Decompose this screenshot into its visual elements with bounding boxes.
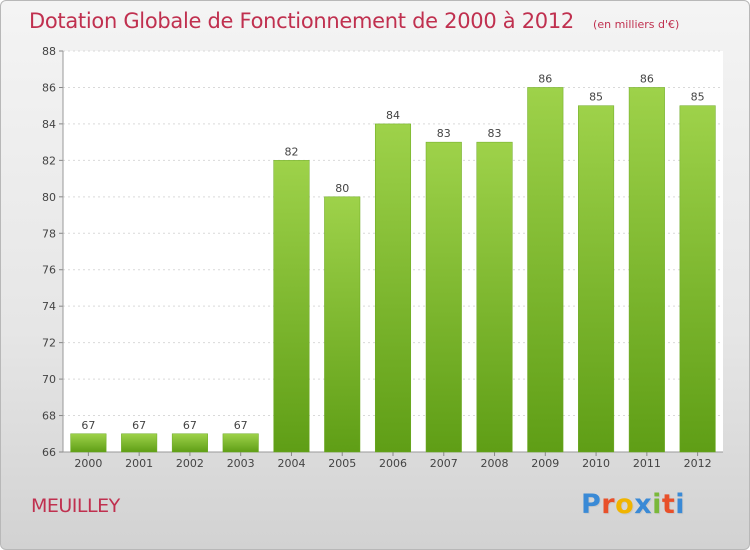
logo-letter: i xyxy=(675,489,686,520)
x-tick-label: 2000 xyxy=(74,457,102,470)
y-tick-label: 68 xyxy=(42,410,56,423)
x-tick-label: 2012 xyxy=(684,457,712,470)
proxiti-logo: Proxiti xyxy=(581,489,685,520)
y-tick-label: 78 xyxy=(42,227,56,240)
y-tick-label: 82 xyxy=(42,154,56,167)
data-label: 85 xyxy=(691,91,705,104)
logo-letter: P xyxy=(581,489,602,520)
bar xyxy=(273,160,310,453)
data-label: 86 xyxy=(640,72,654,85)
x-tick-label: 2002 xyxy=(176,457,204,470)
x-tick-label: 2005 xyxy=(328,457,356,470)
bar xyxy=(324,196,361,453)
y-tick-label: 80 xyxy=(42,191,56,204)
bar xyxy=(578,105,615,453)
data-label: 85 xyxy=(589,91,603,104)
y-tick-label: 74 xyxy=(42,300,56,313)
chart-title-block: Dotation Globale de Fonctionnement de 20… xyxy=(29,9,679,33)
bar xyxy=(121,433,158,453)
x-tick-label: 2003 xyxy=(227,457,255,470)
data-label: 67 xyxy=(234,419,248,432)
bar xyxy=(476,141,513,453)
bar xyxy=(222,433,259,453)
x-tick-label: 2001 xyxy=(125,457,153,470)
x-tick-label: 2004 xyxy=(277,457,305,470)
data-label: 80 xyxy=(335,182,349,195)
y-tick-label: 86 xyxy=(42,81,56,94)
data-label: 67 xyxy=(183,419,197,432)
chart-unit: (en milliers d'€) xyxy=(593,18,680,31)
data-label: 67 xyxy=(132,419,146,432)
y-tick-label: 66 xyxy=(42,446,56,459)
data-label: 82 xyxy=(284,145,298,158)
x-tick-label: 2011 xyxy=(633,457,661,470)
bar xyxy=(171,433,208,453)
bar xyxy=(374,123,412,453)
y-tick-label: 76 xyxy=(42,264,56,277)
logo-letter: t xyxy=(661,489,676,520)
x-tick-label: 2010 xyxy=(582,457,610,470)
data-label: 84 xyxy=(386,109,400,122)
logo-letter: i xyxy=(652,489,662,520)
logo-letter: x xyxy=(634,489,653,520)
data-label: 83 xyxy=(437,127,451,140)
y-tick-label: 84 xyxy=(42,118,56,131)
y-tick-label: 72 xyxy=(42,337,56,350)
x-tick-label: 2006 xyxy=(379,457,407,470)
y-tick-label: 70 xyxy=(42,373,56,386)
bar xyxy=(628,87,665,453)
bar xyxy=(527,87,564,453)
logo-letter: r xyxy=(601,489,616,520)
data-label: 83 xyxy=(488,127,502,140)
logo-letter: o xyxy=(615,489,635,520)
bar xyxy=(679,105,716,453)
commune-name: MEUILLEY xyxy=(31,495,120,517)
data-label: 67 xyxy=(81,419,95,432)
chart-title: Dotation Globale de Fonctionnement de 20… xyxy=(29,9,574,33)
x-tick-label: 2007 xyxy=(430,457,458,470)
y-tick-label: 88 xyxy=(42,45,56,58)
bar xyxy=(425,141,462,453)
bar xyxy=(70,433,107,453)
x-tick-label: 2008 xyxy=(481,457,509,470)
x-tick-label: 2009 xyxy=(531,457,559,470)
data-label: 86 xyxy=(538,72,552,85)
